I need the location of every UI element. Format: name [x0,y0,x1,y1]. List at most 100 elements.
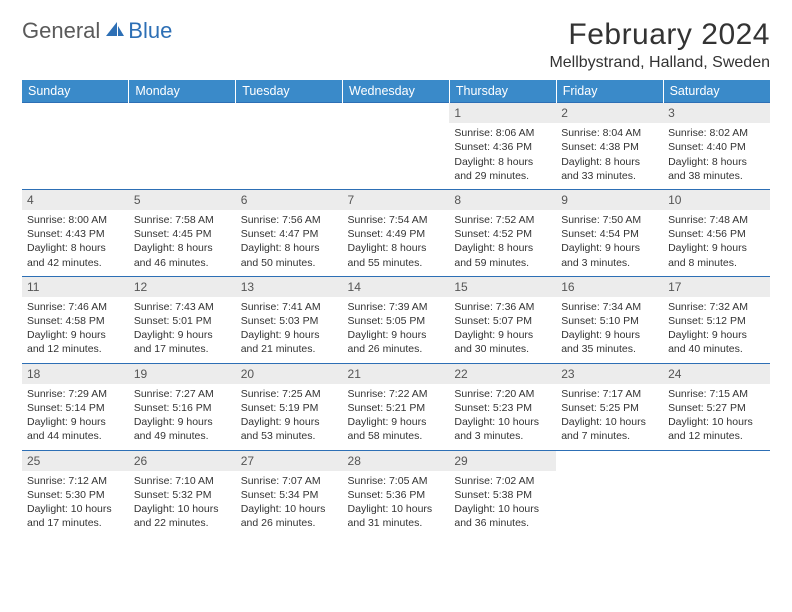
day-number: 10 [663,190,770,210]
calendar-day-cell: 22Sunrise: 7:20 AMSunset: 5:23 PMDayligh… [449,363,556,450]
calendar-day-cell: 24Sunrise: 7:15 AMSunset: 5:27 PMDayligh… [663,363,770,450]
day-number: 3 [663,103,770,123]
day-number: 13 [236,277,343,297]
day-details: Sunrise: 7:48 AMSunset: 4:56 PMDaylight:… [663,210,770,276]
calendar-day-cell: 19Sunrise: 7:27 AMSunset: 5:16 PMDayligh… [129,363,236,450]
day-number: 12 [129,277,236,297]
calendar-day-cell: 23Sunrise: 7:17 AMSunset: 5:25 PMDayligh… [556,363,663,450]
calendar-day-cell: 9Sunrise: 7:50 AMSunset: 4:54 PMDaylight… [556,189,663,276]
day-details: Sunrise: 7:50 AMSunset: 4:54 PMDaylight:… [556,210,663,276]
day-number: 1 [449,103,556,123]
calendar-day-cell: 25Sunrise: 7:12 AMSunset: 5:30 PMDayligh… [22,450,129,536]
day-details: Sunrise: 7:46 AMSunset: 4:58 PMDaylight:… [22,297,129,363]
weekday-header: Sunday [22,80,129,103]
calendar-day-cell: .. [556,450,663,536]
day-details: Sunrise: 7:56 AMSunset: 4:47 PMDaylight:… [236,210,343,276]
day-number: 27 [236,451,343,471]
day-number: 18 [22,364,129,384]
calendar-week-row: 18Sunrise: 7:29 AMSunset: 5:14 PMDayligh… [22,363,770,450]
calendar-day-cell: 2Sunrise: 8:04 AMSunset: 4:38 PMDaylight… [556,103,663,190]
logo: General Blue [22,18,172,44]
calendar-day-cell: 26Sunrise: 7:10 AMSunset: 5:32 PMDayligh… [129,450,236,536]
day-details: Sunrise: 7:05 AMSunset: 5:36 PMDaylight:… [343,471,450,537]
calendar-day-cell: 21Sunrise: 7:22 AMSunset: 5:21 PMDayligh… [343,363,450,450]
day-details: Sunrise: 7:17 AMSunset: 5:25 PMDaylight:… [556,384,663,450]
calendar-day-cell: 28Sunrise: 7:05 AMSunset: 5:36 PMDayligh… [343,450,450,536]
day-number: 26 [129,451,236,471]
day-details: Sunrise: 7:25 AMSunset: 5:19 PMDaylight:… [236,384,343,450]
day-number: 19 [129,364,236,384]
weekday-header: Thursday [449,80,556,103]
day-details: Sunrise: 7:07 AMSunset: 5:34 PMDaylight:… [236,471,343,537]
day-number: 16 [556,277,663,297]
day-number: 8 [449,190,556,210]
day-number: 15 [449,277,556,297]
calendar-day-cell: 17Sunrise: 7:32 AMSunset: 5:12 PMDayligh… [663,276,770,363]
day-number: 6 [236,190,343,210]
weekday-header: Wednesday [343,80,450,103]
calendar-day-cell: .. [129,103,236,190]
logo-sail-icon [104,20,126,43]
day-number: 23 [556,364,663,384]
calendar-day-cell: 12Sunrise: 7:43 AMSunset: 5:01 PMDayligh… [129,276,236,363]
calendar-day-cell: 27Sunrise: 7:07 AMSunset: 5:34 PMDayligh… [236,450,343,536]
calendar-week-row: 4Sunrise: 8:00 AMSunset: 4:43 PMDaylight… [22,189,770,276]
month-title: February 2024 [549,18,770,52]
day-details: Sunrise: 7:12 AMSunset: 5:30 PMDaylight:… [22,471,129,537]
day-number: 28 [343,451,450,471]
day-details: Sunrise: 7:22 AMSunset: 5:21 PMDaylight:… [343,384,450,450]
day-details: Sunrise: 7:20 AMSunset: 5:23 PMDaylight:… [449,384,556,450]
day-details: Sunrise: 8:06 AMSunset: 4:36 PMDaylight:… [449,123,556,189]
day-details: Sunrise: 7:36 AMSunset: 5:07 PMDaylight:… [449,297,556,363]
day-details: Sunrise: 7:02 AMSunset: 5:38 PMDaylight:… [449,471,556,537]
location: Mellbystrand, Halland, Sweden [549,54,770,72]
calendar-header-row: SundayMondayTuesdayWednesdayThursdayFrid… [22,80,770,103]
day-details: Sunrise: 8:00 AMSunset: 4:43 PMDaylight:… [22,210,129,276]
calendar-day-cell: 10Sunrise: 7:48 AMSunset: 4:56 PMDayligh… [663,189,770,276]
day-number: 24 [663,364,770,384]
day-details: Sunrise: 7:43 AMSunset: 5:01 PMDaylight:… [129,297,236,363]
day-number: 4 [22,190,129,210]
weekday-header: Tuesday [236,80,343,103]
day-details: Sunrise: 7:41 AMSunset: 5:03 PMDaylight:… [236,297,343,363]
day-number: 25 [22,451,129,471]
calendar-day-cell: 6Sunrise: 7:56 AMSunset: 4:47 PMDaylight… [236,189,343,276]
day-details: Sunrise: 7:58 AMSunset: 4:45 PMDaylight:… [129,210,236,276]
calendar-day-cell: .. [236,103,343,190]
logo-text-general: General [22,18,100,44]
calendar-day-cell: 20Sunrise: 7:25 AMSunset: 5:19 PMDayligh… [236,363,343,450]
calendar-day-cell: 15Sunrise: 7:36 AMSunset: 5:07 PMDayligh… [449,276,556,363]
day-details: Sunrise: 7:34 AMSunset: 5:10 PMDaylight:… [556,297,663,363]
logo-text-blue: Blue [128,18,172,44]
calendar-day-cell: 29Sunrise: 7:02 AMSunset: 5:38 PMDayligh… [449,450,556,536]
calendar-day-cell: .. [22,103,129,190]
calendar-day-cell: 4Sunrise: 8:00 AMSunset: 4:43 PMDaylight… [22,189,129,276]
day-details: Sunrise: 7:27 AMSunset: 5:16 PMDaylight:… [129,384,236,450]
day-details: Sunrise: 8:02 AMSunset: 4:40 PMDaylight:… [663,123,770,189]
calendar-day-cell: 1Sunrise: 8:06 AMSunset: 4:36 PMDaylight… [449,103,556,190]
day-details: Sunrise: 7:15 AMSunset: 5:27 PMDaylight:… [663,384,770,450]
day-number: 9 [556,190,663,210]
calendar-week-row: ........1Sunrise: 8:06 AMSunset: 4:36 PM… [22,103,770,190]
day-number: 14 [343,277,450,297]
day-details: Sunrise: 7:52 AMSunset: 4:52 PMDaylight:… [449,210,556,276]
calendar-day-cell: 3Sunrise: 8:02 AMSunset: 4:40 PMDaylight… [663,103,770,190]
day-number: 2 [556,103,663,123]
day-number: 21 [343,364,450,384]
calendar-day-cell: 16Sunrise: 7:34 AMSunset: 5:10 PMDayligh… [556,276,663,363]
calendar-day-cell: 8Sunrise: 7:52 AMSunset: 4:52 PMDaylight… [449,189,556,276]
day-number: 5 [129,190,236,210]
day-details: Sunrise: 8:04 AMSunset: 4:38 PMDaylight:… [556,123,663,189]
day-number: 29 [449,451,556,471]
day-number: 17 [663,277,770,297]
header: General Blue February 2024 Mellbystrand,… [22,18,770,72]
day-details: Sunrise: 7:54 AMSunset: 4:49 PMDaylight:… [343,210,450,276]
calendar-day-cell: 11Sunrise: 7:46 AMSunset: 4:58 PMDayligh… [22,276,129,363]
calendar-day-cell: .. [663,450,770,536]
day-number: 7 [343,190,450,210]
calendar-day-cell: 14Sunrise: 7:39 AMSunset: 5:05 PMDayligh… [343,276,450,363]
day-number: 20 [236,364,343,384]
day-number: 22 [449,364,556,384]
calendar-week-row: 25Sunrise: 7:12 AMSunset: 5:30 PMDayligh… [22,450,770,536]
weekday-header: Saturday [663,80,770,103]
